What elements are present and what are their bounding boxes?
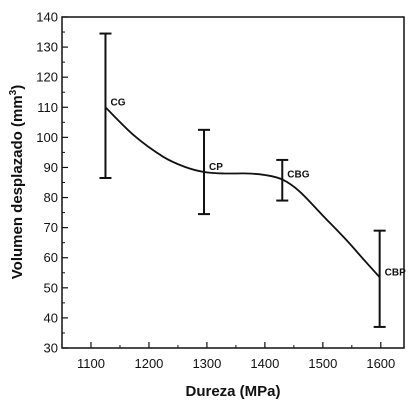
error-bar-cbp xyxy=(373,229,386,328)
y-axis: 30 40 50 60 70 80 90 100 110 120 130 140 xyxy=(36,10,68,356)
y-tick-label: 130 xyxy=(36,40,58,55)
y-tick-label: 50 xyxy=(44,280,58,295)
y-tick-label: 60 xyxy=(44,250,58,265)
y-axis-title: Volumen desplazado (mm3) xyxy=(8,85,26,279)
point-labels: CG CP CBG CBP xyxy=(110,97,406,278)
error-bars xyxy=(99,32,386,328)
x-tick-label: 1300 xyxy=(192,356,221,371)
error-bar-cg xyxy=(99,32,112,179)
y-axis-title-main: Volumen desplazado (mm xyxy=(9,95,26,279)
y-axis-title-sup: 3 xyxy=(8,89,19,95)
y-tick-label: 100 xyxy=(36,130,58,145)
x-tick-label: 1600 xyxy=(366,356,395,371)
series-curve xyxy=(104,106,381,278)
x-tick-label: 1400 xyxy=(250,356,279,371)
point-label-cbp: CBP xyxy=(385,267,406,278)
y-axis-title-end: ) xyxy=(9,85,26,90)
y-tick-label: 140 xyxy=(36,10,58,25)
x-tick-label: 1100 xyxy=(77,356,105,371)
point-label-cg: CG xyxy=(110,97,125,108)
y-tick-label: 30 xyxy=(44,341,58,356)
series-line xyxy=(104,106,381,278)
error-bar-cp xyxy=(198,128,211,216)
x-axis: 1100 1200 1300 1400 1500 1600 xyxy=(61,342,395,371)
y-tick-label: 70 xyxy=(44,220,58,235)
y-tick-label: 120 xyxy=(36,70,58,85)
y-tick-label: 40 xyxy=(44,310,58,325)
x-tick-label: 1500 xyxy=(308,356,337,371)
x-axis-title: Dureza (MPa) xyxy=(185,383,280,400)
plot-frame xyxy=(61,16,405,349)
y-tick-label: 90 xyxy=(44,160,58,175)
y-tick-label: 110 xyxy=(37,100,58,115)
x-tick-label: 1200 xyxy=(134,356,163,371)
error-bar-cbg xyxy=(276,158,289,202)
point-label-cp: CP xyxy=(209,162,223,173)
y-tick-label: 80 xyxy=(44,190,58,205)
point-label-cbg: CBG xyxy=(287,169,309,180)
